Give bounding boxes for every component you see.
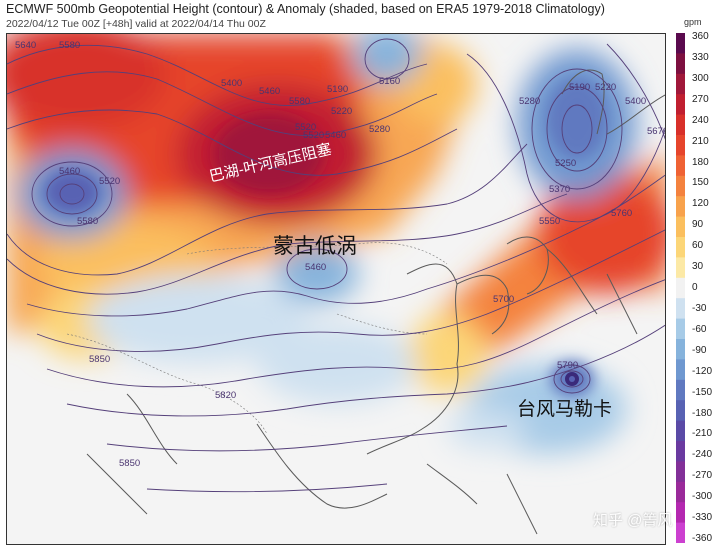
colorbar-segment (676, 277, 685, 299)
typhoon-icon (565, 372, 579, 386)
contour-label: 5520 (303, 130, 324, 141)
contour-label: 5790 (557, 360, 578, 371)
contour-label: 5250 (555, 158, 576, 169)
colorbar-segment (676, 216, 685, 238)
colorbar (676, 33, 685, 543)
contour-label: 5760 (611, 208, 632, 219)
colorbar-segment (676, 155, 685, 177)
colorbar-tick-label: 120 (692, 198, 709, 210)
colorbar-tick-label: -270 (692, 470, 713, 482)
contour-label: 5520 (99, 176, 120, 187)
colorbar-tick-label: -330 (692, 512, 713, 524)
colorbar-segment (676, 53, 685, 75)
contour-label: 5460 (59, 166, 80, 177)
colorbar-tick-label: -30 (692, 302, 707, 314)
colorbar-segment (676, 400, 685, 422)
contour-label: 5460 (325, 130, 346, 141)
contour-label: 5520 (295, 122, 316, 133)
colorbar-tick-label: 30 (692, 261, 704, 273)
colorbar-segment (676, 33, 685, 54)
contour-label: 5190 (327, 84, 348, 95)
contour-label: 5580 (289, 96, 310, 107)
colorbar-segment (676, 502, 685, 524)
colorbar-tick-label: -180 (692, 407, 713, 419)
colorbar-segment (676, 114, 685, 136)
colorbar-segment (676, 94, 685, 116)
colorbar-tick-label: 240 (692, 114, 709, 126)
colorbar-segment (676, 318, 685, 340)
chart-title: ECMWF 500mb Geopotential Height (contour… (6, 2, 605, 16)
contour-label: 5670 (647, 126, 666, 137)
contour-label: 5280 (519, 96, 540, 107)
colorbar-segment (676, 481, 685, 503)
colorbar-tick-label: 210 (692, 135, 709, 147)
colorbar-segment (676, 461, 685, 483)
colorbar-segment (676, 522, 685, 543)
contour-label: 5850 (89, 354, 110, 365)
colorbar-tick-label: 360 (692, 31, 709, 42)
valid-time-subtitle: 2022/04/12 Tue 00Z [+48h] valid at 2022/… (6, 18, 266, 30)
colorbar-segment (676, 237, 685, 258)
colorbar-tick-label: -210 (692, 428, 713, 440)
colorbar-segment (676, 339, 685, 360)
colorbar-segment (676, 135, 685, 156)
colorbar-segment (676, 441, 685, 462)
contour-label: 5370 (549, 184, 570, 195)
colorbar-tick-label: 0 (692, 282, 698, 293)
borders (66, 242, 448, 435)
colorbar-segment (676, 359, 685, 381)
colorbar-tick-label: 90 (692, 219, 704, 231)
contour-label: 5580 (77, 216, 98, 227)
anomaly-map: 5640 5580 5460 5520 5580 5400 5460 5520 … (6, 33, 666, 545)
coastlines (86, 69, 665, 535)
colorbar-segment (676, 257, 685, 279)
colorbar-tick-label: -60 (692, 323, 707, 335)
colorbar-tick-label: -300 (692, 491, 713, 503)
colorbar-tick-label: 180 (692, 156, 709, 168)
colorbar-tick-label: 150 (692, 177, 709, 189)
colorbar-segment (676, 379, 685, 401)
colorbar-segment (676, 298, 685, 320)
colorbar-unit: gpm (684, 17, 702, 27)
contour-label: 5220 (595, 82, 616, 93)
colorbar-segment (676, 196, 685, 218)
colorbar-tick-label: -150 (692, 386, 713, 398)
contour-label: 5640 (15, 40, 36, 51)
contour-label: 5550 (539, 216, 560, 227)
watermark: 知乎 @箐风 (593, 512, 673, 529)
colorbar-tick-label: -360 (692, 533, 713, 544)
contour-label: 5220 (331, 106, 352, 117)
colorbar-tick-label: -120 (692, 365, 713, 377)
colorbar-tick-label: 270 (692, 93, 709, 105)
colorbar-tick-label: -90 (692, 344, 707, 356)
contour-label: 5700 (493, 294, 514, 305)
colorbar-segment (676, 73, 685, 95)
contour-label: 5460 (259, 86, 280, 97)
typhoon-label: 台风马勒卡 (517, 399, 613, 420)
contour-label: 5190 (569, 82, 590, 93)
colorbar-tick-label: 330 (692, 51, 709, 63)
colorbar-segment (676, 420, 685, 442)
contour-label: 5160 (379, 76, 400, 87)
contour-label: 5850 (119, 458, 140, 469)
contour-label: 5400 (221, 78, 242, 89)
colorbar-segment (676, 175, 685, 197)
mongolia-low-label: 蒙古低涡 (273, 235, 357, 258)
contour-label: 5460 (305, 262, 326, 273)
colorbar-tick-label: 60 (692, 240, 704, 252)
contour-label: 5280 (369, 124, 390, 135)
contour-label: 5820 (215, 390, 236, 401)
colorbar-tick-label: 300 (692, 72, 709, 84)
colorbar-tick-label: -240 (692, 449, 713, 461)
contour-labels: 5640 5580 5460 5520 5580 5400 5460 5520 … (15, 40, 666, 469)
map-canvas: 5640 5580 5460 5520 5580 5400 5460 5520 … (7, 34, 666, 535)
contour-label: 5400 (625, 96, 646, 107)
contour-label: 5580 (59, 40, 80, 51)
